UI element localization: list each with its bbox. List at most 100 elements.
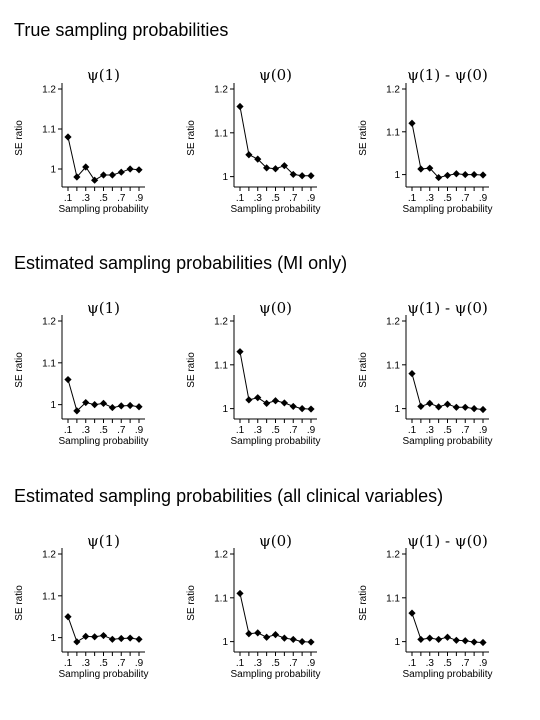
data-point xyxy=(280,399,288,407)
x-tick-label: .1 xyxy=(64,193,73,204)
data-point xyxy=(307,638,315,646)
x-tick-label: .1 xyxy=(236,658,245,669)
y-tick-label: 1.2 xyxy=(42,550,56,561)
section-title-mi-only: Estimated sampling probabilities (MI onl… xyxy=(14,253,348,273)
panel-title: ψ(0) xyxy=(259,66,292,84)
panel-title: ψ(1) - ψ(0) xyxy=(407,532,488,550)
data-point xyxy=(271,397,280,405)
y-tick-label: 1.2 xyxy=(386,85,400,96)
data-point xyxy=(108,171,116,179)
data-point xyxy=(289,170,297,179)
data-point xyxy=(73,638,81,646)
y-tick-label: 1.1 xyxy=(386,593,400,604)
panel-title: ψ(1) - ψ(0) xyxy=(407,299,488,317)
y-tick-label: 1.2 xyxy=(386,550,400,561)
data-point xyxy=(452,170,460,178)
data-point xyxy=(298,638,306,646)
y-tick-label: 1.1 xyxy=(42,125,56,136)
data-point xyxy=(426,634,434,642)
data-point xyxy=(135,403,143,411)
x-tick-label: .5 xyxy=(443,658,452,669)
y-axis-title: SE ratio xyxy=(186,120,197,156)
y-tick-label: 1.1 xyxy=(214,128,228,139)
data-point xyxy=(443,171,452,180)
panel-title: ψ(0) xyxy=(259,532,292,550)
x-tick-label: .3 xyxy=(254,193,263,204)
data-point xyxy=(408,119,416,127)
data-point xyxy=(245,151,253,159)
y-tick-label: 1 xyxy=(394,170,400,181)
x-tick-label: .1 xyxy=(408,658,417,669)
data-point xyxy=(245,630,253,638)
data-point xyxy=(443,400,452,408)
data-point xyxy=(117,168,125,176)
x-tick-label: .9 xyxy=(307,193,316,204)
data-point xyxy=(135,635,143,643)
y-tick-label: 1.2 xyxy=(42,85,56,96)
panel-title: ψ(1) xyxy=(87,532,120,550)
y-tick-label: 1.2 xyxy=(42,317,56,328)
x-tick-label: .9 xyxy=(479,658,488,669)
x-axis-title: Sampling probability xyxy=(230,204,320,215)
y-tick-label: 1.2 xyxy=(214,550,228,561)
data-point xyxy=(435,635,443,644)
data-point xyxy=(263,633,271,641)
x-tick-label: .9 xyxy=(135,193,144,204)
data-point xyxy=(245,396,253,404)
data-point xyxy=(126,165,134,173)
y-axis-title: SE ratio xyxy=(14,585,25,621)
data-point xyxy=(408,609,416,617)
data-point xyxy=(254,155,262,163)
x-tick-label: .7 xyxy=(461,425,470,436)
x-axis-title: Sampling probability xyxy=(230,669,320,680)
x-tick-label: .7 xyxy=(117,425,126,436)
x-tick-label: .1 xyxy=(64,658,73,669)
data-point xyxy=(470,170,478,179)
x-tick-label: .5 xyxy=(99,193,108,204)
x-axis-title: Sampling probability xyxy=(58,204,148,215)
y-tick-label: 1.1 xyxy=(214,360,228,371)
y-axis-title: SE ratio xyxy=(358,352,369,388)
data-point xyxy=(271,631,280,639)
data-point xyxy=(452,403,460,411)
data-point xyxy=(461,403,469,411)
x-tick-label: .3 xyxy=(254,425,263,436)
x-tick-label: .7 xyxy=(289,425,298,436)
y-tick-label: 1.2 xyxy=(214,85,228,96)
x-tick-label: .9 xyxy=(135,658,144,669)
x-tick-label: .9 xyxy=(479,193,488,204)
y-axis-title: SE ratio xyxy=(358,120,369,156)
data-point xyxy=(91,176,99,184)
data-point xyxy=(82,163,90,171)
x-tick-label: .3 xyxy=(82,193,91,204)
data-point xyxy=(271,165,280,173)
data-point xyxy=(417,165,425,173)
data-point xyxy=(426,164,434,172)
data-point xyxy=(417,402,425,411)
y-tick-label: 1 xyxy=(394,637,400,648)
panel-title: ψ(1) xyxy=(87,66,120,84)
y-axis-title: SE ratio xyxy=(186,585,197,621)
x-tick-label: .7 xyxy=(117,193,126,204)
data-point xyxy=(126,401,134,410)
y-tick-label: 1 xyxy=(222,404,228,415)
data-point xyxy=(289,635,297,644)
section-title-all-clinical: Estimated sampling probabilities (all cl… xyxy=(14,486,444,506)
data-point xyxy=(108,403,116,412)
y-tick-label: 1 xyxy=(222,172,228,183)
panel-title: ψ(1) - ψ(0) xyxy=(407,66,488,84)
x-tick-label: .9 xyxy=(135,425,144,436)
x-tick-label: .5 xyxy=(271,425,280,436)
x-tick-label: .9 xyxy=(307,658,316,669)
data-point xyxy=(126,634,134,642)
y-tick-label: 1.2 xyxy=(386,317,400,328)
data-point xyxy=(479,405,487,414)
